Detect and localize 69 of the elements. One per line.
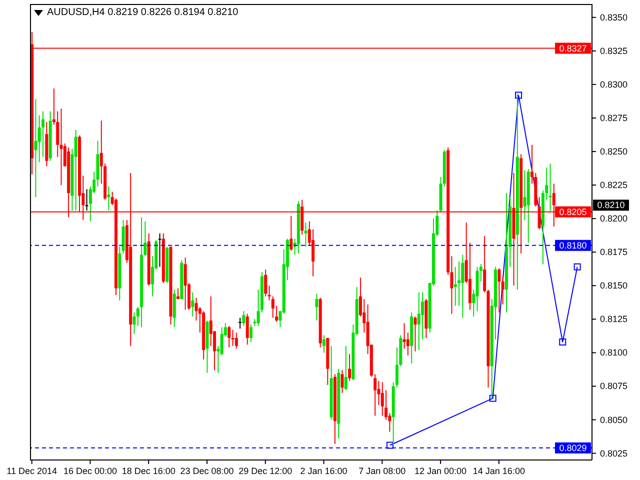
y-tick-label: 0.8325	[600, 46, 628, 56]
y-tick-label: 0.8075	[600, 381, 628, 392]
chart-title: AUDUSD,H4 0.8219 0.8226 0.8194 0.8210	[47, 7, 238, 18]
candlestick	[132, 312, 136, 334]
candlestick	[417, 292, 420, 351]
annotation: 0.8210	[597, 200, 625, 210]
ref-line-label: 0.8029	[559, 442, 587, 453]
candlestick	[348, 354, 352, 382]
point	[386, 442, 394, 449]
candlestick	[315, 293, 318, 322]
candlestick	[344, 346, 348, 391]
candlestick	[380, 382, 384, 416]
candlestick	[34, 98, 38, 198]
y-tick-label: 0.8200	[600, 214, 628, 224]
candlestick	[231, 329, 234, 346]
candlestick	[340, 370, 344, 394]
point	[515, 92, 522, 99]
y-tick-label: 0.8225	[600, 180, 628, 190]
y-tick-label: 0.8100	[600, 348, 628, 358]
ref-line-label: 0.8180	[559, 240, 587, 250]
candlestick	[264, 269, 268, 297]
candlestick	[242, 310, 246, 326]
candlestick	[458, 261, 461, 306]
x-tick-label: 23 Dec 08:00	[180, 466, 234, 476]
y-tick-label: 0.8175	[600, 247, 628, 258]
x-tick-label: 29 Dec 12:00	[238, 466, 292, 476]
candlestick	[238, 317, 242, 330]
candlestick	[322, 334, 326, 354]
x-tick-label: 7 Jan 08:00	[358, 466, 406, 476]
candlestick	[250, 324, 253, 342]
y-tick-label: 0.8150	[600, 280, 628, 291]
candlestick	[498, 268, 501, 313]
candlestick	[290, 215, 293, 252]
candlestick	[461, 254, 464, 318]
candlestick	[191, 292, 194, 317]
candlestick	[60, 108, 63, 186]
candlestick	[234, 332, 238, 350]
x-tick-label: 11 Dec 2014	[6, 466, 58, 476]
point	[489, 394, 496, 402]
ref-line-label: 0.8205	[559, 206, 587, 217]
candlestick	[158, 232, 162, 268]
y-tick-label: 0.8025	[600, 448, 628, 458]
candlestick	[107, 186, 110, 212]
candlestick	[85, 188, 88, 212]
candlestick	[220, 326, 224, 356]
candlestick	[402, 322, 406, 350]
candlestick	[414, 316, 417, 352]
candlestick	[523, 170, 526, 220]
y-tick-label: 0.8050	[600, 414, 628, 425]
candlestick	[38, 114, 41, 163]
y-tick-label: 0.8275	[600, 113, 628, 123]
candlestick	[74, 130, 78, 212]
candlestick	[184, 256, 187, 310]
y-tick-label: 0.8300	[600, 79, 628, 90]
point	[559, 338, 566, 346]
y-tick-label: 0.8350	[600, 12, 628, 22]
y-tick-label: 0.8250	[600, 146, 628, 157]
x-tick-label: 12 Jan 00:00	[414, 466, 467, 476]
x-tick-label: 18 Dec 16:00	[122, 466, 176, 476]
point	[574, 263, 581, 270]
x-tick-label: 16 Dec 00:00	[63, 466, 117, 476]
ref-line-label: 0.8327	[559, 43, 587, 54]
candlestick	[246, 313, 249, 346]
x-tick-label: 2 Jan 16:00	[300, 466, 348, 476]
candlestick	[228, 325, 231, 348]
x-tick-label: 14 Jan 16:00	[472, 466, 525, 476]
y-tick-label: 0.8125	[600, 314, 628, 324]
candlestick	[501, 276, 504, 305]
candlestick	[304, 222, 308, 248]
